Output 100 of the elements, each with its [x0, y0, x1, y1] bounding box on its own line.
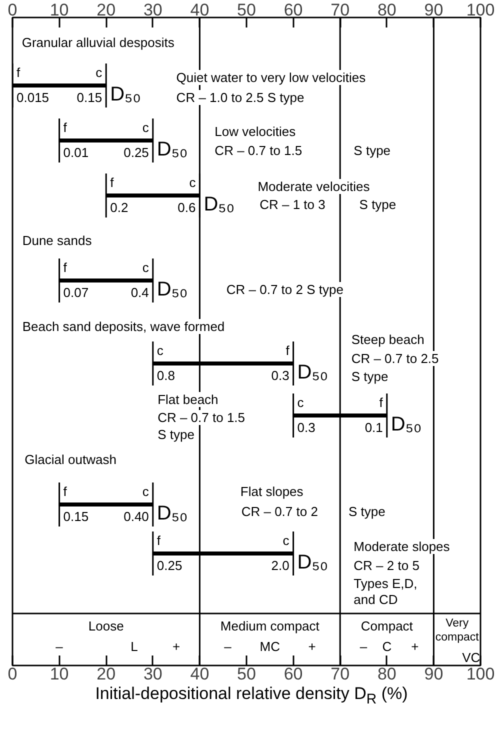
text: L	[130, 639, 138, 654]
annotation: 0.1	[364, 420, 383, 435]
annotation: c	[297, 395, 304, 410]
annotation: Quiet water to very low velocities	[176, 70, 366, 85]
annotation: 0.15	[76, 90, 102, 105]
annotation: c	[142, 484, 150, 499]
annotation: c	[156, 343, 164, 358]
annotation: D₅₀	[297, 552, 328, 574]
annotation: CR – 0.7 to 2 S type	[226, 282, 344, 297]
annotation: CR – 0.7 to 2	[241, 504, 318, 519]
annotation: D₅₀	[156, 138, 188, 160]
annotation: 0.8	[156, 368, 175, 383]
annotation: Moderate slopes	[354, 539, 450, 554]
annotation: 2.0	[271, 558, 290, 573]
text: Compact	[360, 618, 414, 634]
annotation: f	[110, 175, 114, 190]
text: +	[308, 639, 316, 654]
annotation: CR – 0.7 to 1.5	[214, 143, 302, 158]
annotation: c	[96, 65, 103, 80]
annotation: S type	[158, 427, 194, 442]
annotation: D₅₀	[297, 362, 328, 384]
annotation: Types E,D,	[354, 576, 418, 591]
text: VC	[462, 650, 480, 665]
x2-tick-label: 90	[424, 664, 444, 684]
annotation: and CD	[354, 592, 398, 607]
x2-tick-label: 80	[377, 664, 396, 684]
x2-tick-label: 70	[330, 664, 350, 684]
x-axis-title: Initial-depositional relative density D$_{R}$ (%)	[95, 683, 408, 710]
x-tick-label: 10	[50, 0, 69, 20]
annotation: CR – 2 to 5	[354, 558, 420, 573]
annotation: S type	[348, 504, 386, 519]
text: –	[360, 639, 368, 654]
annotation: Low velocities	[214, 124, 296, 139]
text: +	[411, 639, 419, 654]
annotation: CR – 1.0 to 2.5 S type	[176, 90, 304, 105]
text: Very compact	[435, 618, 480, 644]
annotation: 0.3	[271, 368, 290, 383]
annotation: Glacial outwash	[24, 452, 116, 467]
annotation: Beach sand deposits, wave formed	[22, 319, 225, 334]
x2-tick-label: 50	[237, 664, 256, 684]
annotation: 0.3	[297, 420, 316, 435]
annotation: f	[379, 395, 384, 410]
annotation: S type	[359, 197, 396, 212]
annotation: 0.4	[130, 285, 149, 300]
annotation: Dune sands	[22, 233, 92, 248]
x-tick-label: 0	[8, 0, 18, 20]
annotation: f	[156, 533, 161, 548]
annotation: 0.07	[63, 285, 89, 300]
annotation: Flat beach	[158, 392, 218, 407]
annotation: 0.6	[178, 200, 196, 215]
text: +	[172, 639, 180, 654]
annotation: c	[142, 260, 150, 275]
text: Medium compact	[220, 618, 320, 634]
annotation: 0.015	[16, 90, 50, 105]
x-tick-label: 40	[190, 0, 210, 20]
annotation: 0.2	[110, 200, 128, 215]
x2-tick-label: 40	[190, 664, 210, 684]
text: –	[224, 639, 232, 654]
annotation: S type	[354, 143, 391, 158]
annotation: 0.25	[124, 145, 149, 160]
annotation: S type	[351, 369, 388, 384]
annotation: D₅₀	[156, 502, 188, 524]
x-tick-label: 30	[143, 0, 162, 20]
annotation: Steep beach	[351, 332, 424, 347]
text: MC	[260, 639, 280, 654]
x-tick-label: 50	[237, 0, 256, 20]
annotation: 0.25	[156, 558, 182, 573]
annotation: f	[16, 65, 20, 80]
x-tick-label: 60	[284, 0, 303, 20]
annotation: Moderate velocities	[258, 179, 370, 194]
text: C	[382, 639, 392, 654]
x2-tick-label: 10	[50, 664, 69, 684]
annotation: c	[142, 120, 150, 135]
annotation: D₅₀	[390, 414, 422, 436]
x2-tick-label: 30	[143, 664, 162, 684]
annotation: f	[286, 343, 290, 358]
x-tick-label: 80	[377, 0, 396, 20]
annotation: CR – 0.7 to 2.5	[351, 351, 439, 366]
annotation: 0.40	[124, 509, 149, 524]
x2-tick-label: 60	[284, 664, 303, 684]
annotation: D₅₀	[110, 84, 141, 106]
x-tick-label: 100	[466, 0, 495, 20]
annotation: Granular alluvial desposits	[22, 35, 175, 50]
annotation: c	[282, 533, 290, 548]
text: –	[56, 639, 64, 654]
annotation: c	[189, 175, 196, 190]
x-tick-label: 20	[96, 0, 116, 20]
annotation: 0.01	[63, 145, 89, 160]
annotation: f	[63, 260, 68, 275]
annotation: D₅₀	[156, 278, 188, 300]
annotation: Flat slopes	[240, 484, 304, 499]
annotation: f	[63, 120, 68, 135]
x-tick-label: 70	[330, 0, 350, 20]
text: Loose	[88, 618, 124, 634]
x-tick-label: 90	[424, 0, 444, 20]
x2-tick-label: 0	[8, 664, 18, 684]
annotation: D₅₀	[204, 194, 235, 216]
annotation: 0.15	[63, 509, 89, 524]
annotation: CR – 0.7 to 1.5	[158, 410, 246, 425]
x2-tick-label: 100	[466, 664, 495, 684]
